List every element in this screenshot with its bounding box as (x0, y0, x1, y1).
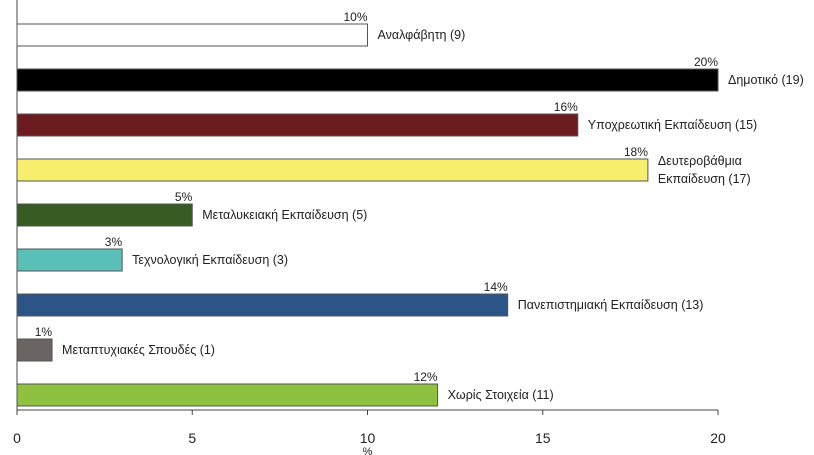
bar (16, 113, 579, 137)
bar (16, 158, 649, 182)
category-label: Αναλφάβητη (9) (378, 28, 466, 42)
data-label: 12% (414, 370, 438, 384)
category-label: Εκπαίδευση (17) (658, 172, 751, 186)
bar (16, 383, 439, 407)
category-label: Πανεπιστημιακή Εκπαίδευση (13) (518, 298, 704, 312)
category-label: Υποχρεωτική Εκπαίδευση (15) (588, 118, 757, 132)
bar (16, 293, 509, 317)
data-label: 10% (343, 10, 367, 24)
x-tick-label: 5 (188, 430, 196, 446)
data-label: 1% (35, 325, 53, 339)
bar (16, 248, 123, 272)
category-label: Τεχνολογική Εκπαίδευση (3) (132, 253, 288, 267)
x-axis-label: % (363, 446, 373, 455)
category-label: Δευτεροβάθμια (658, 154, 742, 168)
bar (16, 23, 368, 47)
category-label: Δημοτικό (19) (728, 73, 804, 87)
data-label: 14% (484, 280, 508, 294)
data-label: 18% (624, 145, 648, 159)
bar (16, 68, 719, 92)
bar (16, 203, 193, 227)
data-label: 5% (175, 190, 193, 204)
data-label: 16% (554, 100, 578, 114)
category-label: Χωρίς Στοιχεία (11) (448, 388, 554, 402)
data-label: 3% (105, 235, 123, 249)
x-tick-label: 10 (360, 430, 376, 446)
x-tick-label: 15 (535, 430, 551, 446)
x-tick-label: 20 (710, 430, 726, 446)
x-tick-label: 0 (13, 430, 21, 446)
bar (16, 338, 53, 362)
category-label: Μεταπτυχιακές Σπουδές (1) (62, 343, 215, 357)
data-label: 20% (694, 55, 718, 69)
category-label: Μεταλυκειακή Εκπαίδευση (5) (202, 208, 367, 222)
